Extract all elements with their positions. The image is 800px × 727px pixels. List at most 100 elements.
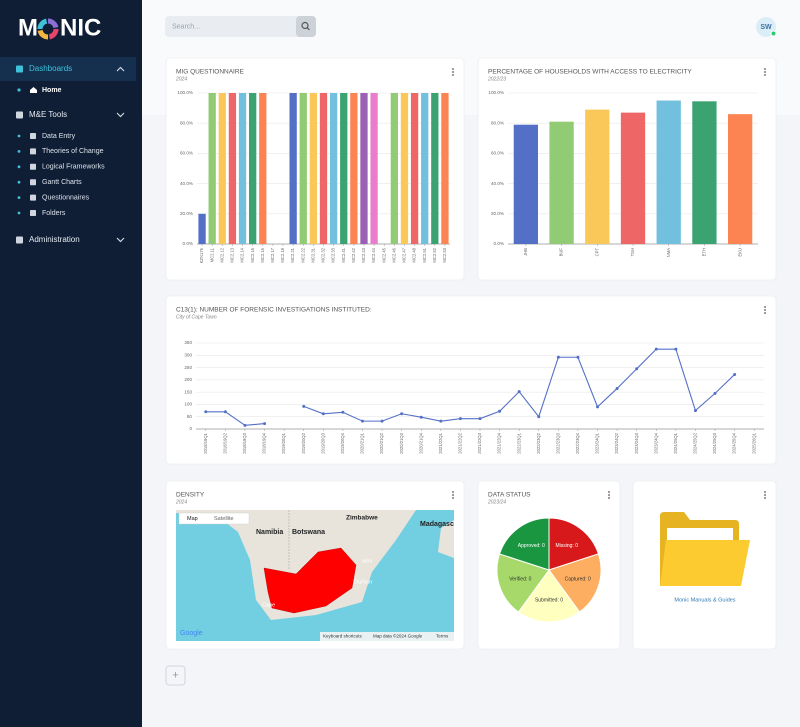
bar (319, 93, 328, 244)
logo: NIC (60, 14, 101, 41)
menu-dot (608, 494, 610, 496)
pie-slice (498, 517, 550, 571)
card-title: DENSITY (176, 492, 205, 499)
search-icon (306, 27, 310, 31)
x-tick-label: 2018/19Q3 (242, 432, 247, 453)
sub-icon (30, 163, 36, 170)
nav-icon (16, 65, 23, 73)
menu-dot (764, 68, 766, 70)
point (498, 409, 502, 413)
point (733, 372, 737, 376)
menu-dot (764, 74, 766, 76)
folder-front[interactable] (660, 540, 750, 586)
menu-dot (452, 71, 454, 73)
x-tick-label: MC2.11 (209, 247, 214, 262)
bar (513, 124, 538, 244)
map-toggle[interactable] (178, 512, 250, 525)
add-button[interactable] (165, 665, 186, 686)
point (360, 419, 364, 423)
point (400, 412, 404, 416)
x-tick-label: 2023/24Q1 (595, 432, 600, 453)
y-tick-label: 0.0% (183, 241, 193, 246)
status-dot (770, 30, 777, 37)
x-tick-label: 2024/25Q2 (693, 432, 698, 453)
nav-subitem[interactable]: Data Entry (42, 133, 76, 140)
slice-label: Missing: 0 (555, 543, 578, 549)
y-tick-label: 150 (184, 389, 192, 394)
nav-subitem[interactable]: Logical Frameworks (42, 164, 105, 171)
point (263, 422, 267, 426)
y-tick-label: 80.0% (180, 120, 193, 125)
y-tick-label: 60.0% (180, 151, 193, 156)
x-tick-label: 2019/20Q1 (281, 432, 286, 453)
nav-item[interactable]: Administration (29, 235, 80, 244)
bar (656, 100, 681, 244)
search-button[interactable] (296, 16, 316, 37)
bar (728, 114, 753, 244)
sub-icon (30, 148, 36, 155)
point (439, 419, 443, 423)
folder-label[interactable]: Monic Manuals & Guides (674, 597, 735, 603)
nav-subitem[interactable]: Folders (42, 210, 66, 217)
menu-dot (452, 68, 454, 70)
point (713, 391, 717, 395)
nav-item[interactable]: M&E Tools (29, 110, 67, 119)
slice-label: Captured: 0 (565, 577, 591, 583)
chevron (116, 112, 125, 118)
menu-dot (764, 309, 766, 311)
map-label: Madagasc (420, 521, 454, 528)
y-tick-label: 300 (184, 353, 192, 358)
point (321, 412, 325, 416)
x-tick-label: BUF (559, 248, 564, 257)
y-tick-label: 20.0% (180, 211, 193, 216)
x-tick-label: MC2.21 (290, 247, 295, 262)
point (693, 409, 697, 413)
x-tick-label: 2023/24Q4 (653, 432, 658, 453)
menu-dot (764, 306, 766, 308)
menu-dot (764, 497, 766, 499)
x-tick-label: MC2.22 (300, 247, 305, 262)
x-tick-label: MC2.48 (412, 247, 417, 262)
logo-mark (48, 28, 59, 40)
nav-subitem[interactable]: Theories of Change (42, 148, 104, 155)
x-tick-label: TSH (630, 248, 635, 256)
sub-icon (30, 210, 36, 216)
map-button: Satellite (214, 516, 234, 522)
slice-label: Submitted: 0 (535, 597, 563, 603)
bar (692, 101, 717, 245)
sub-icon (30, 179, 36, 186)
point (537, 415, 541, 419)
bullet (17, 150, 21, 153)
map-land (176, 510, 416, 620)
nav-icon (16, 236, 23, 244)
menu-dot (452, 497, 454, 499)
slice-label: Approved: 0 (518, 543, 545, 549)
menu-dot (452, 494, 454, 496)
nav-subitem[interactable]: Gantt Charts (42, 179, 82, 186)
bar (585, 109, 610, 244)
search-box[interactable] (165, 16, 316, 37)
nav-item[interactable]: Dashboards (29, 64, 72, 73)
bullet (17, 134, 21, 138)
nav-subitem[interactable]: Questionnaires (42, 194, 90, 201)
x-tick-label: 2020/21Q1 (360, 432, 365, 453)
y-tick-label: 250 (184, 365, 192, 370)
x-tick-label: 2019/20Q4 (340, 432, 345, 453)
point (517, 390, 521, 394)
nav-subitem[interactable]: Home (42, 87, 62, 94)
x-tick-label: MC2.46 (391, 247, 396, 262)
pie-slice (548, 517, 600, 571)
point (674, 347, 678, 351)
bar (441, 93, 449, 244)
bar (431, 93, 439, 244)
x-tick-label: 2024/25Q3 (712, 432, 717, 453)
x-tick-label: MC2.16 (260, 247, 265, 262)
card-subtitle: 2022/23 (487, 76, 506, 82)
card-title: C13(1): NUMBER OF FORENSIC INVESTIGATION… (176, 307, 372, 314)
bar (421, 93, 429, 244)
map-label: Botswana (292, 529, 325, 536)
map-footer (320, 632, 454, 641)
point (654, 347, 658, 351)
x-tick-label: MC2.51 (422, 247, 427, 262)
